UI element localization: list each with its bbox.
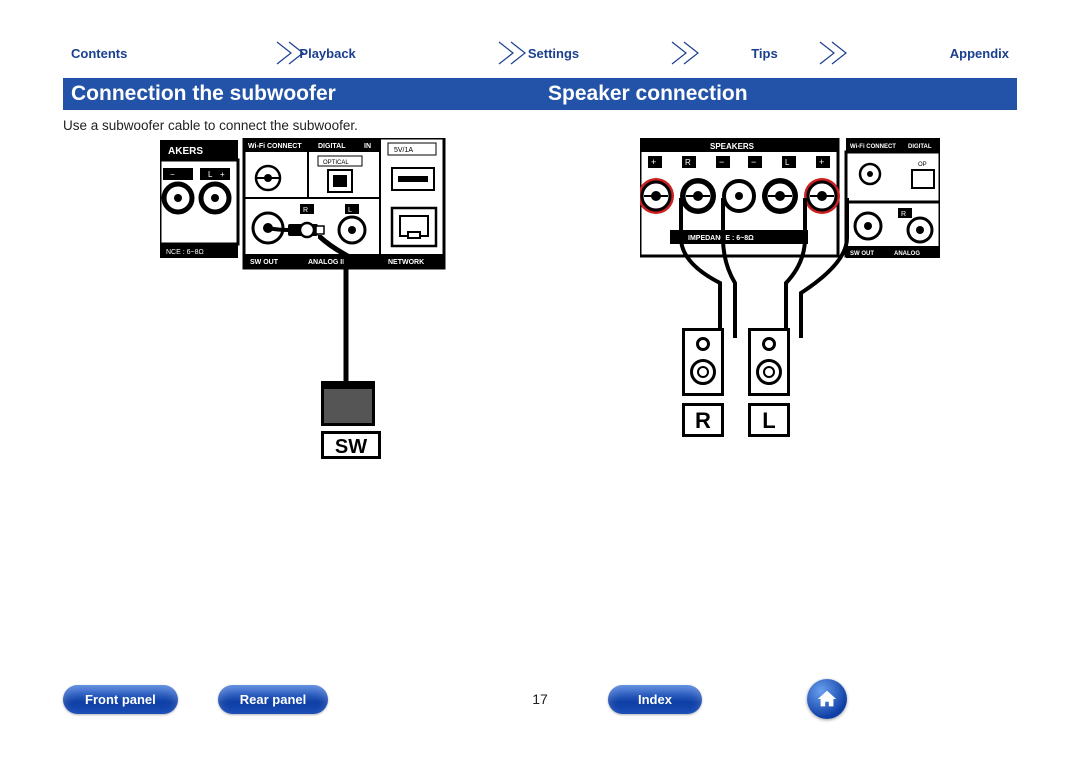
speaker-r-label: R (682, 403, 724, 437)
svg-text:−: − (719, 157, 724, 167)
svg-text:OP: OP (918, 162, 927, 168)
home-icon (816, 688, 838, 710)
svg-text:Wi-Fi CONNECT: Wi-Fi CONNECT (850, 144, 896, 150)
svg-text:−: − (170, 170, 175, 179)
subwoofer-instruction-text: Use a subwoofer cable to connect the sub… (63, 118, 358, 133)
svg-text:DIGITAL: DIGITAL (318, 143, 346, 150)
svg-text:L: L (348, 207, 352, 214)
svg-text:R: R (901, 211, 906, 218)
home-button[interactable] (807, 679, 847, 719)
tab-divider-icon (275, 40, 307, 66)
speaker-l-icon (748, 328, 790, 396)
section-header-speaker: Speaker connection (540, 78, 1017, 110)
svg-text:+: + (220, 170, 225, 179)
svg-text:SW OUT: SW OUT (250, 259, 279, 266)
svg-text:AKERS: AKERS (168, 146, 203, 157)
front-panel-button[interactable]: Front panel (63, 685, 178, 714)
svg-text:−: − (751, 157, 756, 167)
subwoofer-box-icon (321, 386, 375, 426)
rear-panel-button[interactable]: Rear panel (218, 685, 328, 714)
tab-divider-icon (497, 40, 529, 66)
page-number: 17 (532, 691, 548, 707)
svg-text:ANALOG: ANALOG (894, 251, 920, 257)
svg-text:IN: IN (364, 143, 371, 150)
svg-text:Wi-Fi CONNECT: Wi-Fi CONNECT (248, 143, 302, 150)
svg-text:+: + (651, 157, 656, 167)
top-nav: Contents Playback Settings Tips Appendix (63, 40, 1017, 66)
index-button[interactable]: Index (608, 685, 702, 714)
svg-text:NCE : 6~8Ω: NCE : 6~8Ω (166, 249, 204, 256)
speaker-l-label: L (748, 403, 790, 437)
svg-text:R: R (303, 207, 308, 214)
svg-text:SPEAKERS: SPEAKERS (710, 142, 755, 151)
tab-tips[interactable]: Tips (743, 46, 786, 61)
speaker-r-icon (682, 328, 724, 396)
rear-panel-subwoofer-icon: AKERS − L + NCE : 6~8Ω Wi-Fi CONNECT DIG… (160, 138, 460, 270)
subwoofer-label: SW (321, 431, 381, 459)
svg-text:NETWORK: NETWORK (388, 259, 424, 266)
svg-text:L: L (208, 170, 213, 179)
bottom-nav: Front panel Rear panel 17 Index (63, 679, 1017, 719)
tab-divider-icon (818, 40, 850, 66)
section-header-subwoofer: Connection the subwoofer (63, 78, 540, 110)
svg-text:OPTICAL: OPTICAL (323, 160, 349, 166)
tab-contents[interactable]: Contents (63, 46, 135, 61)
svg-text:5V/1A: 5V/1A (394, 147, 413, 154)
tab-appendix[interactable]: Appendix (942, 46, 1017, 61)
svg-text:R: R (685, 158, 691, 167)
tab-divider-icon (670, 40, 702, 66)
svg-text:DIGITAL: DIGITAL (908, 144, 932, 150)
subwoofer-cable-icon (318, 235, 378, 395)
svg-text:L: L (785, 158, 790, 167)
svg-text:+: + (819, 157, 824, 167)
tab-settings[interactable]: Settings (520, 46, 587, 61)
